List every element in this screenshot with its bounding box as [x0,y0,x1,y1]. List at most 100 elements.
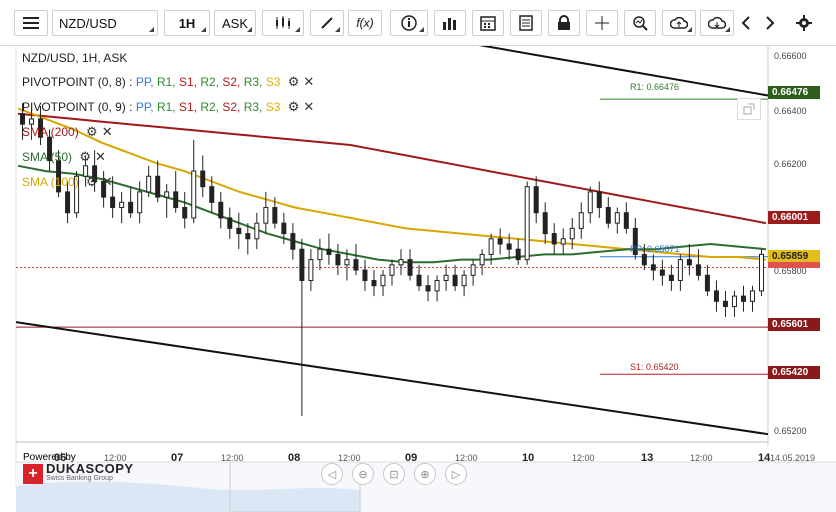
sma100-close-icon[interactable]: ✕ [101,174,113,189]
nav-back-button[interactable]: ◁ [321,463,343,485]
news-button[interactable] [510,10,542,36]
candle-body [335,253,341,266]
candle [389,259,395,286]
candle-body [110,196,116,209]
candle [290,223,296,260]
sma50-settings-icon[interactable]: ⚙ [79,149,92,164]
drawing-tools-button[interactable] [310,10,344,36]
nav-forward-button[interactable]: ▷ [445,463,467,485]
candle [299,238,305,416]
candle [137,181,143,224]
y-tick-4: 0.65200 [774,426,807,436]
pivot1-settings-icon[interactable]: ⚙ [287,74,300,89]
candle-body [182,207,188,219]
candle [263,191,269,234]
candle [101,171,107,208]
candle-body [362,269,368,281]
candle [695,249,701,281]
sma50-close-icon[interactable]: ✕ [95,149,106,164]
x-time-3: 12:00 [455,453,478,463]
brand-name: DUKASCOPY [46,461,134,476]
crosshair-button[interactable] [586,10,618,36]
candle-body [569,227,575,240]
x-time-2: 12:00 [338,453,361,463]
legend-pivot1: PIVOTPOINT (0, 8) : PP, R1, S1, R2, S2, … [22,74,315,89]
candle-body [659,269,665,276]
pivot2-settings-icon[interactable]: ⚙ [287,99,300,114]
x-time-0: 12:00 [104,453,127,463]
brand-sub: Swiss Banking Group [46,475,113,482]
scroll-right-button[interactable] [758,10,782,36]
candle [128,186,134,218]
candle [218,191,224,229]
candle [182,191,188,229]
candle-body [281,222,287,235]
expand-button[interactable] [737,98,761,120]
candle [731,290,737,317]
candle [164,184,170,218]
legend-sma200: SMA (200) ⚙ ✕ [22,124,113,140]
candle-body [254,222,260,240]
chart-canvas[interactable] [0,46,836,512]
upload-button[interactable] [662,10,696,36]
nav-zoom-in-button[interactable]: ⊕ [414,463,436,485]
price-tag-r1: 0.66476 [768,86,820,99]
candle-body [290,233,296,250]
pivot2-series-r1: R1, [156,100,179,114]
candle [614,207,620,234]
candle-body [92,165,98,182]
sma50-label: SMA (50) [22,150,73,164]
chart-area[interactable]: NZD/USD, 1H, ASK PIVOTPOINT (0, 8) : PP,… [0,46,836,512]
symbol-selector[interactable]: NZD/USD [52,10,158,36]
candle [641,244,647,271]
volume-button[interactable] [434,10,466,36]
x-date-0: 06 [54,452,67,464]
x-date-5: 13 [641,452,654,464]
price-type-selector[interactable]: ASK [214,10,256,36]
x-date-4: 10 [522,452,535,464]
bar-chart-icon [443,18,456,30]
candle [155,160,161,203]
candle [236,212,242,250]
pivot1-close-icon[interactable]: ✕ [303,74,315,89]
candle [65,181,71,224]
fit-icon: ⊡ [389,468,399,481]
indicators-button[interactable]: f(x) [348,10,382,36]
candle [659,259,665,286]
nav-zoom-out-button[interactable]: ⊖ [352,463,374,485]
scroll-left-button[interactable] [734,10,758,36]
candle [551,223,557,255]
price-type-label: ASK [221,15,248,31]
candle [200,155,206,198]
download-button[interactable] [700,10,734,36]
chart-type-button[interactable] [262,10,304,36]
legend-pivot2: PIVOTPOINT (0, 9) : PP, R1, S1, R2, S2, … [22,99,315,114]
gear-icon [796,15,812,31]
lock-button[interactable] [548,10,580,36]
legend-title: NZD/USD, 1H, ASK [22,51,128,65]
candle [245,223,251,255]
candle-body [155,175,161,198]
sma200-settings-icon[interactable]: ⚙ [86,124,98,139]
pivot2-close-icon[interactable]: ✕ [303,99,315,114]
candle-body [461,274,467,287]
sma200-close-icon[interactable]: ✕ [101,124,113,139]
zoom-button[interactable] [624,10,656,36]
candle [326,233,332,265]
candle [533,176,539,224]
candle [371,270,377,297]
calendar-button[interactable] [472,10,504,36]
candle-body [398,259,404,266]
info-button[interactable] [390,10,428,36]
sma100-settings-icon[interactable]: ⚙ [86,174,98,189]
candle [317,238,323,271]
settings-button[interactable] [790,10,818,36]
candle-body [686,259,692,266]
nav-fit-button[interactable]: ⊡ [383,463,405,485]
menu-button[interactable] [14,10,48,36]
candle [488,233,494,265]
candle [20,103,26,140]
candle-body [623,212,629,229]
expand-icon [743,103,755,115]
timeframe-selector[interactable]: 1H [164,10,210,36]
